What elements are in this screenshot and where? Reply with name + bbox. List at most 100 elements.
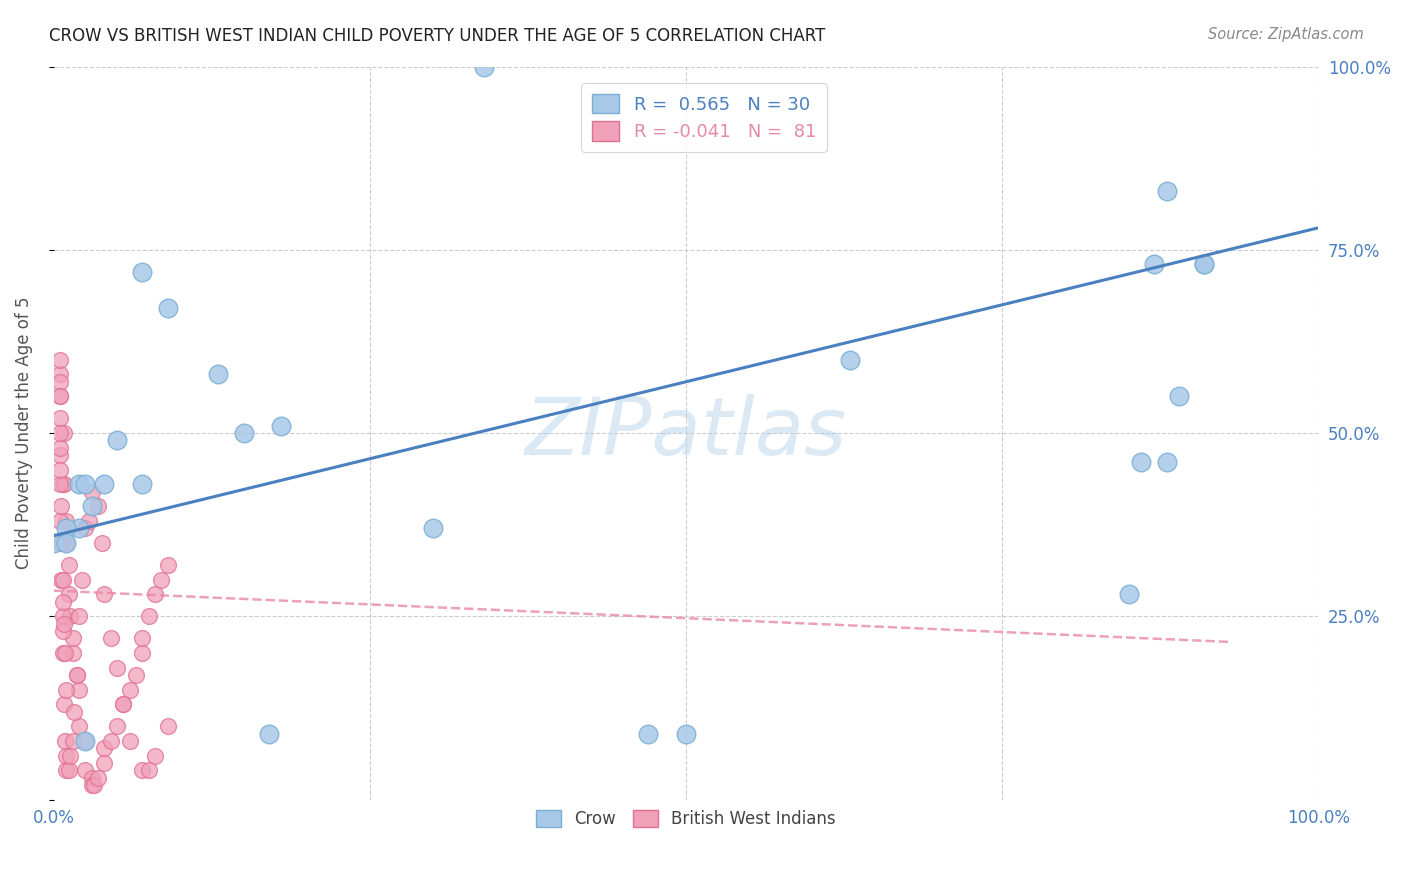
Point bbox=[257, 726, 280, 740]
Point bbox=[1194, 258, 1216, 272]
Point bbox=[55, 521, 77, 535]
Point bbox=[52, 594, 75, 608]
Point bbox=[637, 726, 659, 740]
Point bbox=[87, 500, 110, 514]
Point bbox=[1143, 258, 1166, 272]
Point bbox=[75, 734, 97, 748]
Point bbox=[105, 660, 128, 674]
Text: ZIPatlas: ZIPatlas bbox=[524, 394, 848, 472]
Point bbox=[105, 434, 128, 448]
Point bbox=[80, 484, 103, 499]
Point bbox=[58, 558, 80, 572]
Point bbox=[1168, 389, 1191, 403]
Point bbox=[55, 536, 77, 550]
Point bbox=[62, 734, 84, 748]
Point bbox=[52, 698, 75, 712]
Point bbox=[138, 763, 160, 777]
Point bbox=[270, 418, 292, 433]
Point bbox=[75, 734, 97, 748]
Point bbox=[156, 719, 179, 733]
Point bbox=[112, 698, 135, 712]
Point bbox=[55, 748, 77, 763]
Point bbox=[58, 587, 80, 601]
Point bbox=[52, 477, 75, 491]
Point bbox=[207, 368, 229, 382]
Point bbox=[51, 536, 73, 550]
Point bbox=[75, 521, 97, 535]
Point bbox=[49, 411, 72, 425]
Point bbox=[49, 368, 72, 382]
Point bbox=[1130, 455, 1153, 469]
Point bbox=[63, 705, 86, 719]
Point bbox=[58, 763, 80, 777]
Text: CROW VS BRITISH WEST INDIAN CHILD POVERTY UNDER THE AGE OF 5 CORRELATION CHART: CROW VS BRITISH WEST INDIAN CHILD POVERT… bbox=[49, 27, 825, 45]
Point bbox=[75, 477, 97, 491]
Point bbox=[77, 514, 100, 528]
Point bbox=[49, 448, 72, 462]
Point bbox=[143, 587, 166, 601]
Point bbox=[1194, 258, 1216, 272]
Point bbox=[53, 646, 76, 660]
Point bbox=[67, 609, 90, 624]
Point bbox=[143, 748, 166, 763]
Point bbox=[55, 536, 77, 550]
Point bbox=[156, 301, 179, 316]
Point bbox=[59, 609, 82, 624]
Point bbox=[75, 763, 97, 777]
Point bbox=[131, 632, 153, 646]
Point bbox=[90, 536, 112, 550]
Legend: Crow, British West Indians: Crow, British West Indians bbox=[530, 804, 842, 835]
Point bbox=[675, 726, 697, 740]
Point bbox=[49, 352, 72, 367]
Point bbox=[125, 668, 148, 682]
Point bbox=[51, 536, 73, 550]
Point bbox=[131, 763, 153, 777]
Point bbox=[52, 477, 75, 491]
Point bbox=[156, 558, 179, 572]
Point bbox=[52, 646, 75, 660]
Point bbox=[53, 734, 76, 748]
Point bbox=[62, 632, 84, 646]
Point bbox=[52, 616, 75, 631]
Point bbox=[49, 441, 72, 455]
Point bbox=[52, 573, 75, 587]
Point bbox=[49, 389, 72, 403]
Point bbox=[150, 573, 173, 587]
Point bbox=[51, 573, 73, 587]
Point bbox=[232, 425, 254, 440]
Point bbox=[100, 632, 122, 646]
Point bbox=[67, 682, 90, 697]
Point bbox=[118, 734, 141, 748]
Point bbox=[55, 763, 77, 777]
Point bbox=[49, 389, 72, 403]
Point bbox=[65, 668, 87, 682]
Point bbox=[49, 477, 72, 491]
Point bbox=[87, 771, 110, 785]
Point bbox=[118, 682, 141, 697]
Point bbox=[1156, 184, 1178, 198]
Point bbox=[105, 719, 128, 733]
Point bbox=[422, 521, 444, 535]
Point bbox=[131, 265, 153, 279]
Point bbox=[93, 741, 115, 756]
Y-axis label: Child Poverty Under the Age of 5: Child Poverty Under the Age of 5 bbox=[15, 297, 32, 569]
Point bbox=[839, 352, 862, 367]
Point bbox=[131, 477, 153, 491]
Point bbox=[100, 734, 122, 748]
Point bbox=[51, 500, 73, 514]
Point bbox=[67, 521, 90, 535]
Point bbox=[42, 536, 65, 550]
Point bbox=[52, 624, 75, 638]
Point bbox=[59, 748, 82, 763]
Point bbox=[83, 778, 105, 792]
Point bbox=[70, 573, 93, 587]
Point bbox=[93, 587, 115, 601]
Point bbox=[80, 771, 103, 785]
Point bbox=[131, 646, 153, 660]
Point bbox=[52, 425, 75, 440]
Point bbox=[55, 682, 77, 697]
Point bbox=[1156, 455, 1178, 469]
Point bbox=[52, 609, 75, 624]
Point bbox=[472, 60, 495, 74]
Point bbox=[67, 477, 90, 491]
